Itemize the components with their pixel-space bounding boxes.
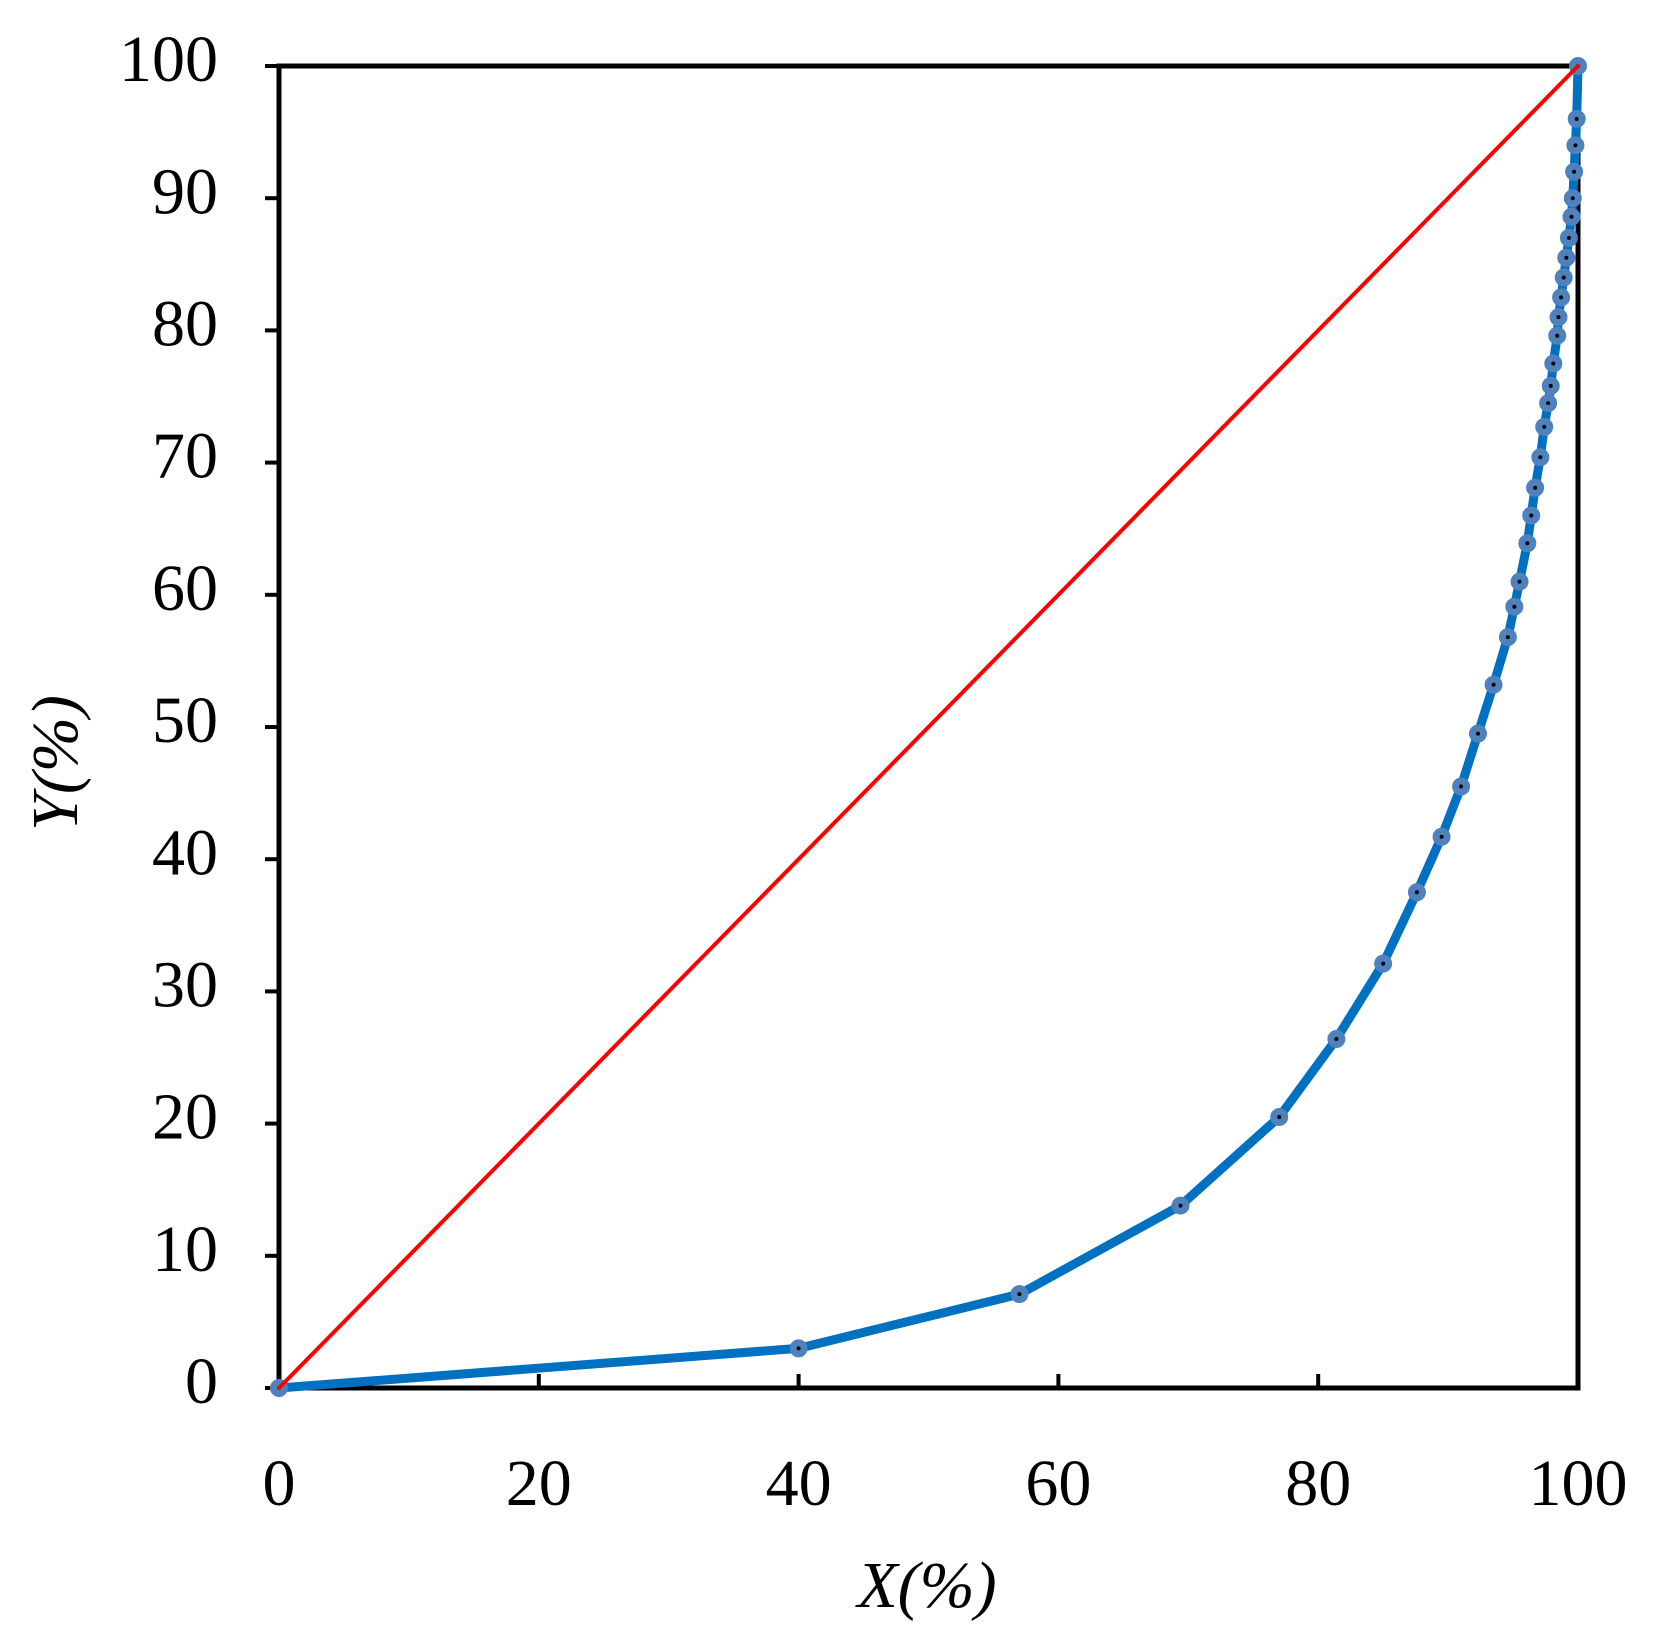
data-point xyxy=(1541,376,1560,395)
data-point xyxy=(1505,597,1524,616)
data-point xyxy=(1539,394,1558,413)
data-point xyxy=(1526,478,1545,497)
y-tick-label: 0 xyxy=(185,1345,218,1418)
data-point xyxy=(1548,326,1567,345)
data-point xyxy=(1484,675,1503,694)
data-point xyxy=(1563,189,1582,208)
data-point xyxy=(1171,1196,1190,1215)
y-tick-label: 60 xyxy=(152,552,218,625)
data-point xyxy=(1510,572,1529,591)
data-point xyxy=(1452,777,1471,796)
data-point xyxy=(1557,248,1576,267)
y-tick-label: 100 xyxy=(119,23,218,96)
y-tick-label: 50 xyxy=(152,684,218,757)
y-tick-label: 40 xyxy=(152,816,218,889)
data-point xyxy=(1407,883,1426,902)
x-tick-label: 60 xyxy=(1025,1447,1091,1520)
data-point xyxy=(789,1339,808,1358)
x-axis-title: X(%) xyxy=(854,1549,996,1622)
data-point xyxy=(1432,827,1451,846)
plot-frame xyxy=(276,63,1581,1391)
data-point xyxy=(1327,1029,1346,1048)
data-point xyxy=(1566,136,1585,155)
y-tick-label: 30 xyxy=(152,949,218,1022)
data-point xyxy=(1522,506,1541,525)
data-point xyxy=(1559,228,1578,247)
data-point xyxy=(1270,1107,1289,1126)
y-tick-label: 10 xyxy=(152,1213,218,1286)
y-tick-label: 90 xyxy=(152,155,218,228)
data-point xyxy=(1531,448,1550,467)
x-tick-label: 20 xyxy=(506,1447,572,1520)
y-tick-label: 70 xyxy=(152,420,218,493)
y-axis-title: Y(%) xyxy=(19,695,92,831)
x-tick-label: 80 xyxy=(1285,1447,1351,1520)
data-point xyxy=(1552,288,1571,307)
y-tick-label: 20 xyxy=(152,1081,218,1154)
data-point xyxy=(1518,534,1537,553)
data-point xyxy=(1567,109,1586,128)
data-point xyxy=(1010,1285,1029,1304)
data-point xyxy=(1549,308,1568,327)
series-line xyxy=(277,64,1580,1390)
data-point xyxy=(1535,417,1554,436)
data-point xyxy=(1544,354,1563,373)
data-point xyxy=(1468,724,1487,743)
data-point xyxy=(1562,207,1581,226)
data-point xyxy=(1554,268,1573,287)
x-tick-label: 40 xyxy=(766,1447,832,1520)
x-tick-label: 100 xyxy=(1529,1447,1628,1520)
data-point xyxy=(1498,628,1517,647)
data-point xyxy=(1374,954,1393,973)
y-tick-label: 80 xyxy=(152,288,218,361)
data-point xyxy=(1565,162,1584,181)
x-tick-label: 0 xyxy=(263,1447,296,1520)
